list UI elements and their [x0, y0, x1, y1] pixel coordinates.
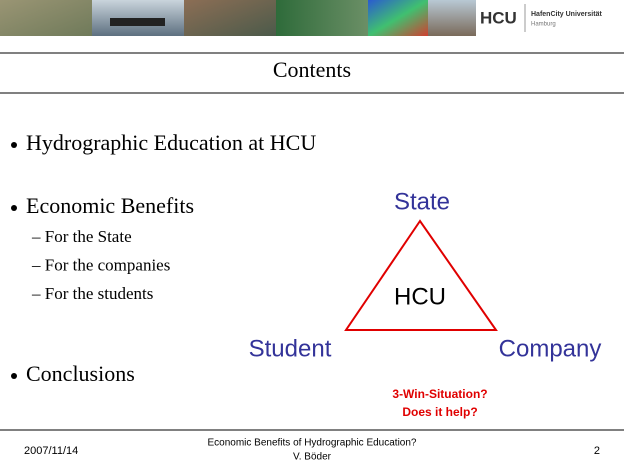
bullet-text: Conclusions: [26, 361, 135, 386]
page-number: 2: [594, 445, 600, 457]
logo-name: HafenCity Universität: [531, 11, 602, 18]
page: HCU HafenCity Universität Hamburg Conten…: [0, 0, 624, 462]
bullet-text: Hydrographic Education at HCU: [26, 130, 316, 155]
bullet-dot: [11, 142, 17, 148]
banner-photo: [0, 0, 92, 36]
diagram: State HCU Student Company 3-Win-Situatio…: [249, 188, 602, 419]
sub-bullet-text: – For the State: [31, 227, 132, 246]
triangle: [346, 221, 496, 330]
slide-title: Contents: [273, 57, 351, 82]
ship: [110, 18, 165, 26]
slide: HCU HafenCity Universität Hamburg Conten…: [0, 0, 624, 462]
footer-text: V. Böder: [293, 452, 332, 462]
banner-photo: [184, 0, 276, 36]
logo-city: Hamburg: [531, 22, 556, 28]
node-label: Company: [499, 335, 602, 362]
banner-photo: [428, 0, 476, 36]
logo: HCU: [480, 8, 517, 27]
banner-photo: [368, 0, 428, 36]
banner: HCU HafenCity Universität Hamburg: [0, 0, 624, 36]
node-label: State: [394, 188, 450, 215]
note: 3-Win-Situation?: [392, 387, 487, 401]
bullet-dot: [11, 205, 17, 211]
banner-photo: [276, 0, 368, 36]
footer-text: Economic Benefits of Hydrographic Educat…: [207, 438, 416, 449]
footer-date: 2007/11/14: [24, 445, 78, 457]
bullet-text: Economic Benefits: [26, 193, 194, 218]
node-label: Student: [249, 335, 332, 362]
sub-bullet-text: – For the companies: [31, 255, 170, 274]
bullet-dot: [11, 373, 17, 379]
node-label: HCU: [394, 283, 446, 310]
note: Does it help?: [402, 405, 477, 419]
sub-bullet-text: – For the students: [31, 284, 153, 303]
